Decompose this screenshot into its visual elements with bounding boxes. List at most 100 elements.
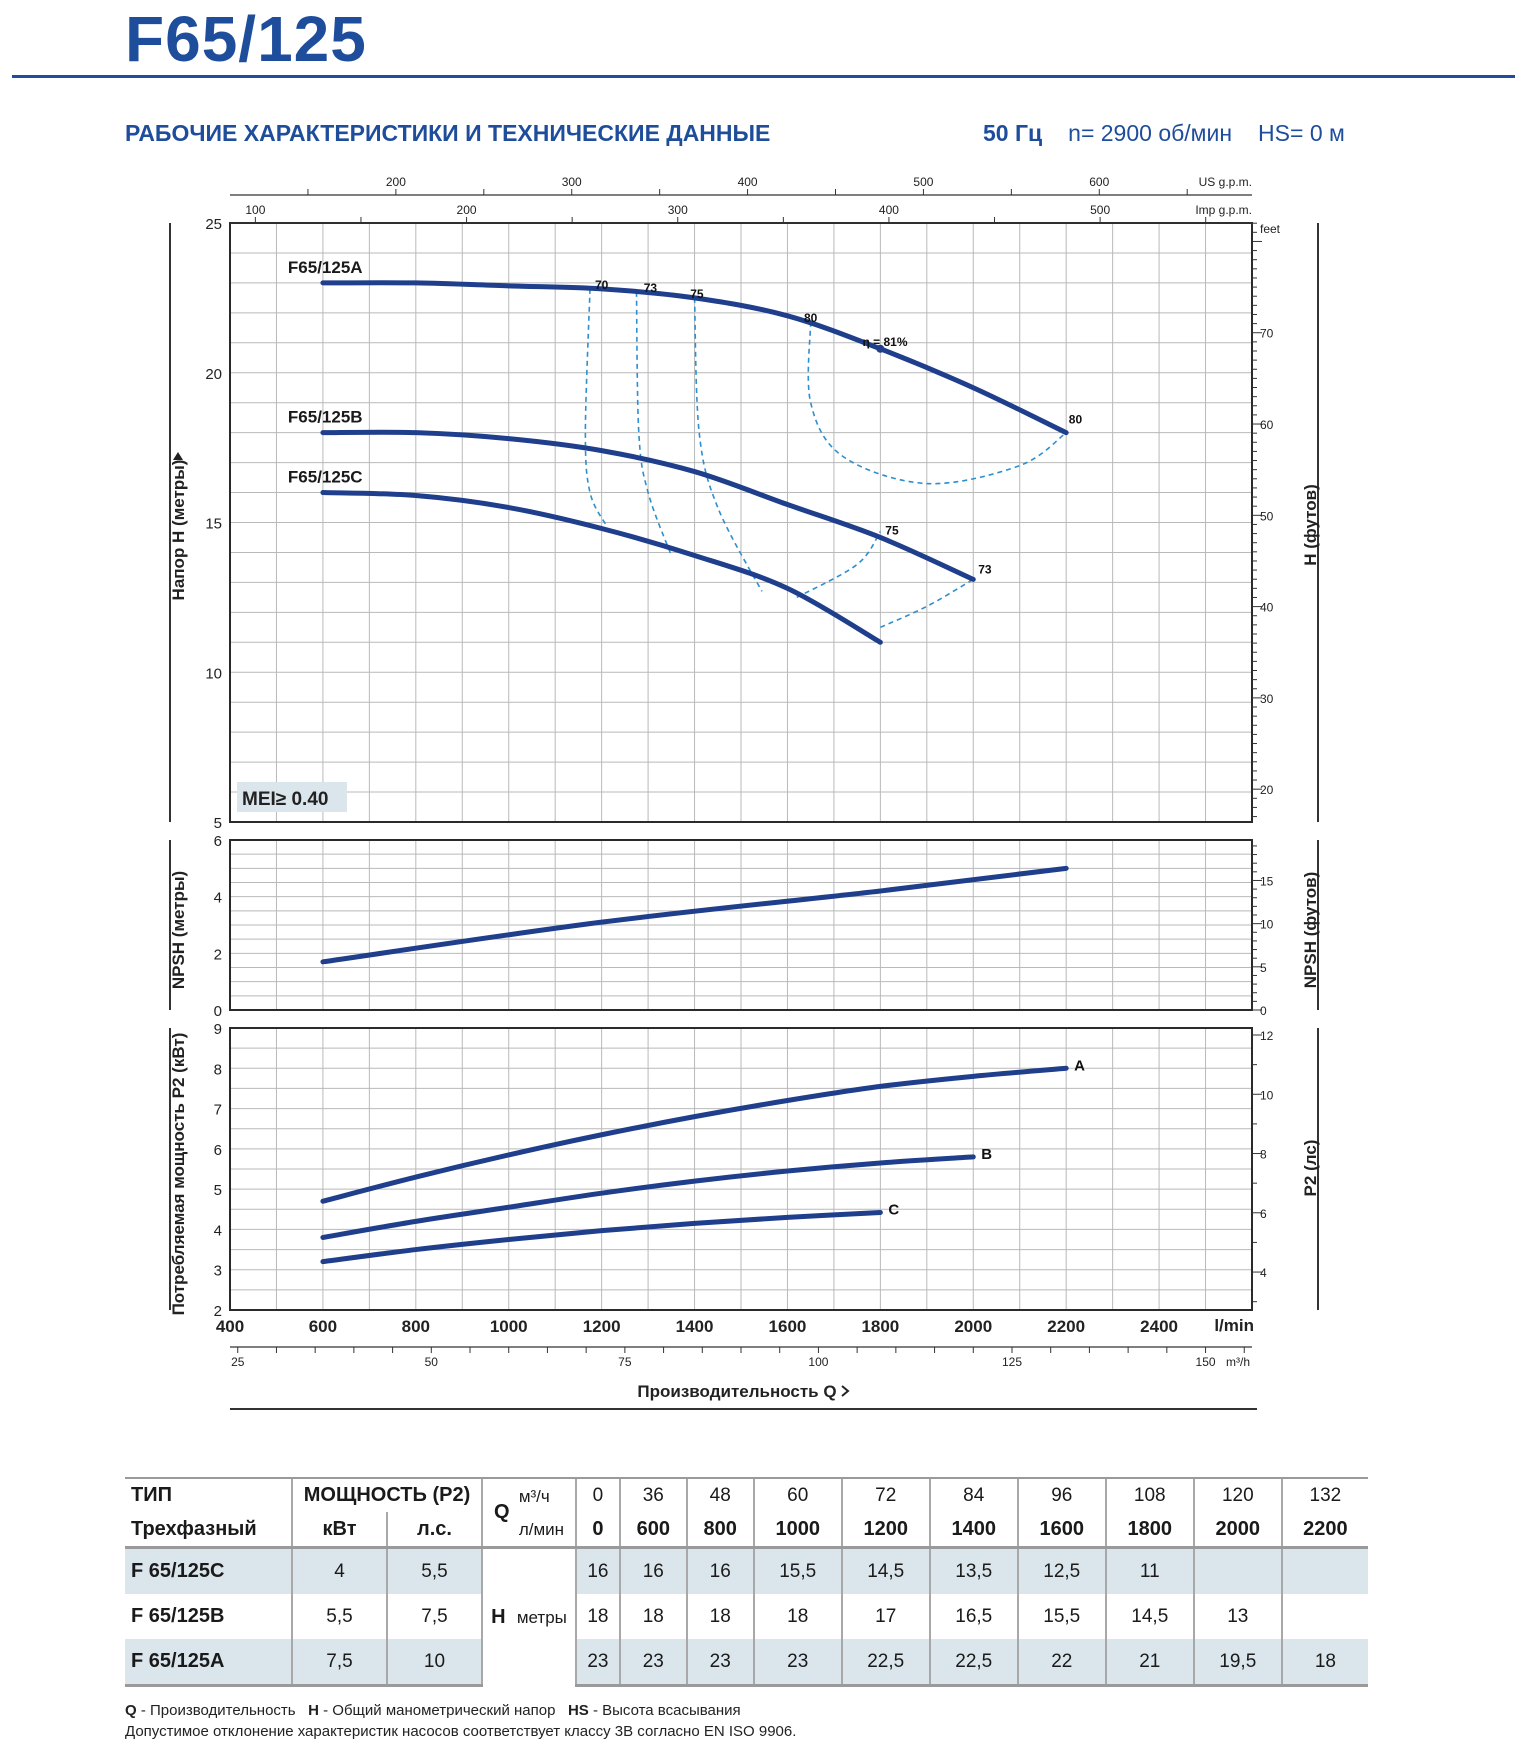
impgpm-tick-label: 100 (245, 203, 265, 217)
npsh-curve (320, 865, 1069, 965)
lmin-value: 1000 (752, 1512, 842, 1548)
y-tick-label: 4 (214, 1222, 222, 1239)
head-curve-label: F65/125A (288, 258, 363, 277)
usgpm-tick-label: 400 (738, 175, 758, 189)
lmin-value: 1400 (928, 1512, 1018, 1548)
h-value-cell (1192, 1546, 1282, 1594)
table-row: F 65/125B 5,5 7,5 18 18 18 18 17 16,5 15,5 14,5… (125, 1594, 1368, 1639)
usgpm-unit: US g.p.m. (1199, 175, 1252, 189)
h-value-cell: 12,5 (1016, 1546, 1106, 1594)
legend-notes: Q - Производительность H - Общий маномет… (125, 1700, 796, 1742)
mei-badge-text: MEI≥ 0.40 (242, 789, 328, 810)
right-tick-label: 30 (1260, 692, 1274, 706)
h-value-cell: 18 (685, 1594, 754, 1639)
lmin-value: 600 (618, 1512, 687, 1548)
m3h-unit: м³/ч (518, 1486, 550, 1506)
efficiency-iso-line (880, 578, 974, 629)
frequency-label: 50 Гц (983, 120, 1043, 146)
h-value-cell: 15,5 (1016, 1594, 1106, 1639)
x-axis-title: Производительность Q (637, 1382, 836, 1401)
right-tick-label: 4 (1260, 1266, 1267, 1280)
h-value-cell: 23 (575, 1639, 620, 1687)
y-tick-label: 4 (214, 890, 222, 907)
y-tick-label: 6 (214, 1142, 222, 1159)
impgpm-tick-label: 300 (668, 203, 688, 217)
m3h-value: 0 (575, 1477, 620, 1512)
lmin-value: 2000 (1192, 1512, 1282, 1548)
x-tick-label: 1200 (583, 1317, 621, 1336)
efficiency-iso-line (635, 291, 673, 556)
impgpm-tick-label: 500 (1090, 203, 1110, 217)
right-tick-label: 60 (1260, 418, 1274, 432)
head-curve (320, 429, 976, 582)
efficiency-label: 75 (690, 287, 704, 301)
h-note: - Общий манометрический напор (323, 1702, 556, 1719)
power-curve (320, 1210, 883, 1265)
m3h-tick-label: 125 (1002, 1355, 1022, 1369)
hp-header: л.с. (386, 1512, 482, 1548)
m3h-value: 132 (1280, 1477, 1368, 1512)
right-tick-label: 15 (1260, 874, 1274, 888)
y-tick-label: 2 (214, 1303, 222, 1320)
best-efficiency-point (876, 344, 885, 353)
y-axis-title-npsh-feet: NPSH (футов) (1301, 872, 1320, 989)
table-subheader-row: Трехфазный кВт л.с. 0 600 800 1000 1200 … (125, 1512, 1368, 1548)
efficiency-iso-line (693, 297, 763, 592)
h-value-cell: 13 (1192, 1594, 1282, 1639)
power-header: МОЩНОСТЬ (P2) (291, 1477, 482, 1512)
m3h-value: 48 (685, 1477, 754, 1512)
right-tick-label: 8 (1260, 1148, 1267, 1162)
usgpm-tick-label: 200 (386, 175, 406, 189)
section-title: РАБОЧИЕ ХАРАКТЕРИСТИКИ И ТЕХНИЧЕСКИЕ ДАН… (125, 120, 771, 146)
h-value-cell: 23 (618, 1639, 687, 1687)
lmin-value: 800 (685, 1512, 754, 1548)
head-curve-label: F65/125B (288, 408, 363, 427)
head-curve (320, 280, 1069, 436)
right-tick-label: 50 (1260, 509, 1274, 523)
m3h-value: 72 (840, 1477, 930, 1512)
y-axis-title-power: Потребляемая мощность P2 (кВт) (169, 1033, 188, 1316)
h-value-cell: 16 (575, 1546, 620, 1594)
kw-header: кВт (291, 1512, 387, 1548)
q-symbol: Q (493, 1500, 510, 1523)
h-value-cell: 16 (618, 1546, 687, 1594)
efficiency-label: 73 (644, 281, 658, 295)
head-curve-label: F65/125C (288, 468, 363, 487)
h-value-cell: 18 (575, 1594, 620, 1639)
hs-key: HS (567, 1702, 589, 1719)
impgpm-tick-label: 400 (879, 203, 899, 217)
lmin-value: 1800 (1104, 1512, 1194, 1548)
right-tick-label: 40 (1260, 601, 1274, 615)
hp-cell: 5,5 (386, 1546, 482, 1594)
h-value-cell: 14,5 (1104, 1594, 1194, 1639)
table-row: F 65/125C 4 5,5 H метры 16 16 16 15,5 14,5 13… (125, 1546, 1368, 1686)
page-title: F65/125 (125, 3, 367, 75)
power-curve-label: C (888, 1202, 899, 1219)
model-cell: F 65/125C (125, 1546, 292, 1594)
h-value-cell: 16 (685, 1546, 754, 1594)
x-tick-label: 2200 (1047, 1317, 1085, 1336)
performance-table: ТИП МОЩНОСТЬ (P2) Q м³/ч л/мин 0 36 48 6… (125, 1477, 1368, 1687)
efficiency-label: 75 (885, 523, 899, 537)
x-unit-label: l/min (1214, 1316, 1254, 1335)
model-cell: F 65/125B (131, 1605, 225, 1627)
performance-chart: 510152025024623456789203040506070feet051… (169, 175, 1320, 1410)
x-tick-label: 2400 (1140, 1317, 1178, 1336)
efficiency-iso-line (807, 321, 1067, 485)
y-tick-label: 20 (205, 366, 222, 383)
operating-conditions: 50 Гц n= 2900 об/мин HS= 0 м (983, 120, 1345, 147)
right-tick-label: 12 (1260, 1029, 1274, 1043)
right-tick-label: 10 (1260, 1088, 1274, 1102)
lmin-value: 1600 (1016, 1512, 1106, 1548)
hp-cell: 10 (386, 1639, 482, 1687)
h-unit: метры (516, 1607, 567, 1627)
lmin-value: 2200 (1280, 1512, 1368, 1548)
q-note: - Производительность (140, 1702, 296, 1719)
power-curve (320, 1154, 976, 1240)
lmin-value: 1200 (840, 1512, 930, 1548)
power-curve-label: A (1074, 1057, 1085, 1074)
type-header: ТИП (125, 1477, 292, 1512)
h-value-cell: 11 (1104, 1546, 1194, 1594)
impgpm-unit: Imp g.p.m. (1195, 203, 1252, 217)
m3h-value: 60 (752, 1477, 842, 1512)
